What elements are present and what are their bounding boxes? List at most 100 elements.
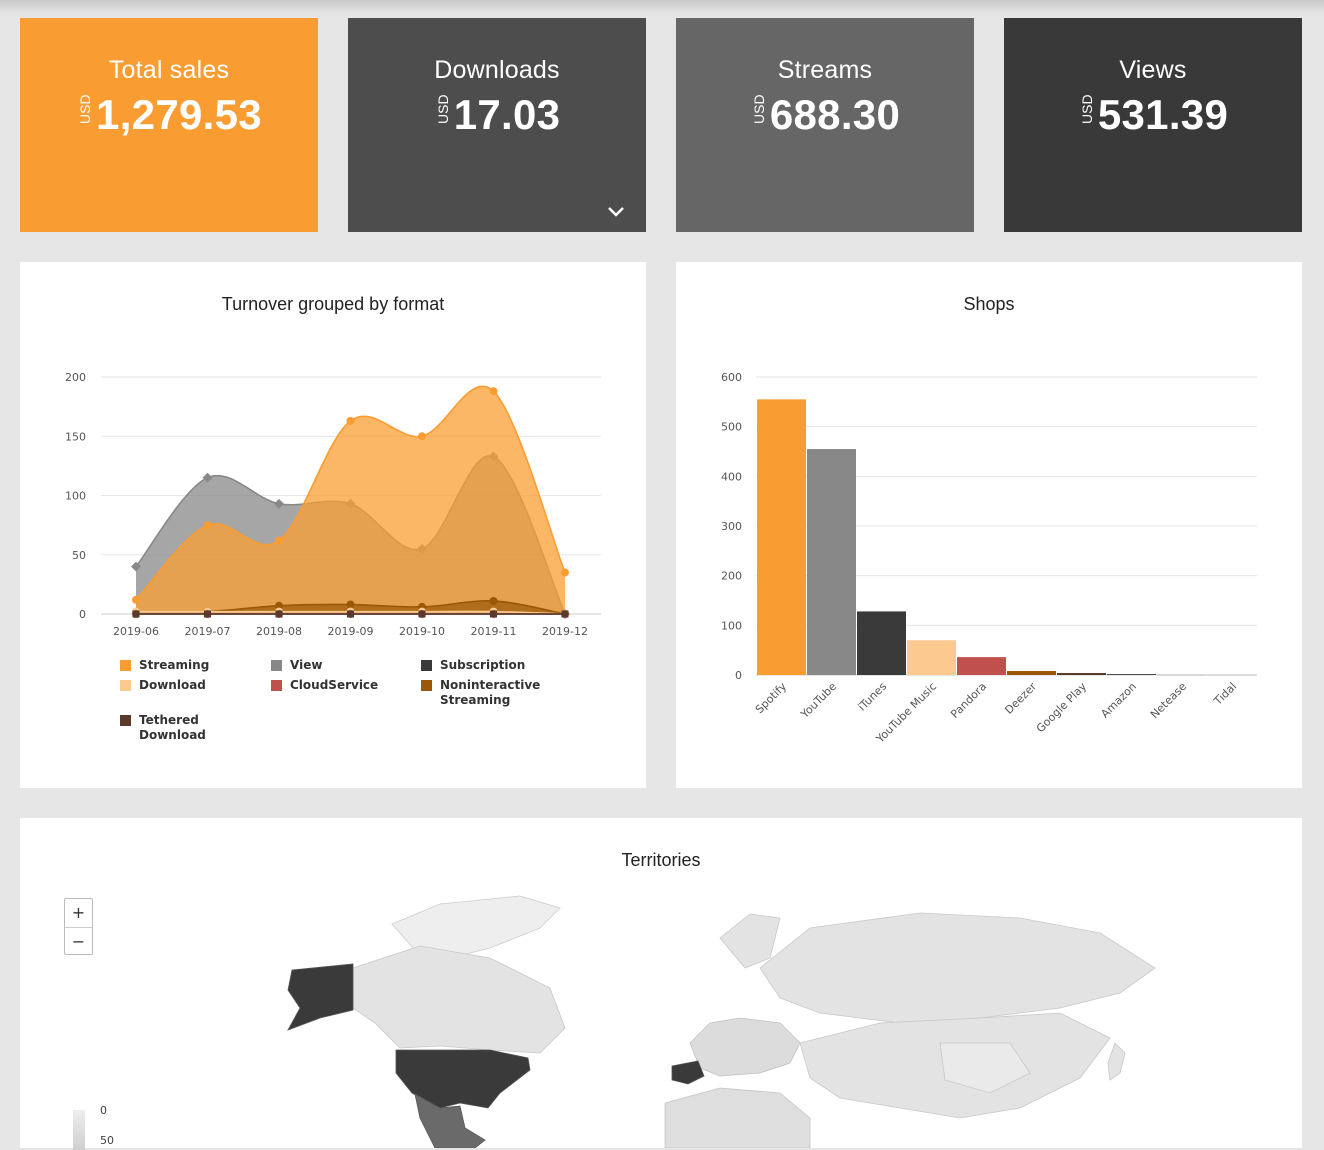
y-tick-label: 400 xyxy=(721,470,742,483)
legend-swatch xyxy=(421,680,432,691)
data-point xyxy=(275,610,283,618)
map-legend-label: 0 xyxy=(100,1104,107,1117)
legend-label: Tethered Download xyxy=(139,713,206,742)
data-point xyxy=(418,610,426,618)
y-tick-label: 100 xyxy=(721,619,742,632)
tile-title: Total sales xyxy=(108,56,230,84)
legend-item[interactable]: Download xyxy=(120,678,206,693)
europe-shape xyxy=(689,1017,801,1077)
data-point xyxy=(275,601,283,610)
data-point xyxy=(274,498,284,509)
chevron-down-icon[interactable] xyxy=(606,204,626,218)
x-tick-label: 2019-06 xyxy=(113,625,159,638)
world-map[interactable] xyxy=(20,818,1302,1148)
legend-swatch xyxy=(120,680,131,691)
x-tick-label: iTunes xyxy=(856,680,890,714)
y-tick-label: 500 xyxy=(721,421,742,434)
x-tick-label: 2019-07 xyxy=(185,625,231,638)
currency-label: USD xyxy=(750,94,767,124)
total-sales-tile[interactable]: Total sales USD 1,279.53 xyxy=(20,18,318,232)
x-tick-label: 2019-08 xyxy=(256,625,302,638)
y-tick-label: 200 xyxy=(65,371,86,384)
streams-value: 688.30 xyxy=(769,91,901,138)
turnover-panel: Turnover grouped by format 0 50 100 150 200 2… xyxy=(20,262,646,788)
legend-label: Streaming xyxy=(139,658,210,672)
legend-label: Download xyxy=(139,678,206,692)
tile-title: Streams xyxy=(777,56,873,84)
y-tick-label: 600 xyxy=(721,371,742,384)
bar xyxy=(1057,673,1106,675)
x-tick-label: YouTube xyxy=(798,680,840,722)
legend-item[interactable]: Subscription xyxy=(421,658,525,673)
x-tick-label: 2019-12 xyxy=(542,625,588,638)
data-point xyxy=(131,561,141,572)
data-point xyxy=(132,595,140,604)
y-tick-label: 50 xyxy=(72,549,86,562)
shops-panel: Shops 0 100 200 300 400 500 600 Spotify YouTube i… xyxy=(676,262,1302,788)
legend-swatch xyxy=(271,680,282,691)
x-tick-label: 2019-09 xyxy=(328,625,374,638)
russia-shape xyxy=(759,912,1156,1024)
legend-swatch xyxy=(421,660,432,671)
canada-shape xyxy=(352,945,566,1054)
zoom-out-button[interactable]: − xyxy=(65,927,92,955)
map-legend-bar xyxy=(73,1110,85,1150)
territories-panel: Territories 0 50 xyxy=(20,818,1302,1150)
data-point xyxy=(561,568,569,577)
total-sales-value: 1,279.53 xyxy=(96,91,262,138)
legend-item[interactable]: Tethered Download xyxy=(120,713,220,743)
scandinavia-shape xyxy=(719,913,781,969)
currency-label: USD xyxy=(1078,94,1095,124)
legend-label: View xyxy=(290,658,323,672)
bar xyxy=(1107,674,1156,675)
legend-swatch xyxy=(120,660,131,671)
y-tick-label: 200 xyxy=(721,570,742,583)
legend-label: Subscription xyxy=(440,658,526,672)
legend-swatch xyxy=(271,660,282,671)
x-tick-label: Amazon xyxy=(1098,680,1139,721)
top-shadow xyxy=(0,0,1324,14)
turnover-chart: 0 50 100 150 200 2019-06 2019-07 2019-08 2019-09… xyxy=(65,371,601,638)
streams-tile[interactable]: Streams USD 688.30 xyxy=(676,18,974,232)
x-tick-label: Deezer xyxy=(1002,680,1039,717)
mexico-shape xyxy=(414,1093,486,1148)
x-tick-label: Pandora xyxy=(948,680,989,721)
legend-label: Noninteractive Streaming xyxy=(440,678,541,707)
bar xyxy=(807,449,856,675)
downloads-value: 17.03 xyxy=(453,91,561,138)
data-point xyxy=(203,521,212,530)
spain-shape xyxy=(671,1060,705,1085)
bar xyxy=(1207,674,1256,676)
legend-item[interactable]: View xyxy=(271,658,322,673)
y-tick-label: 100 xyxy=(65,490,86,503)
x-tick-label: 2019-10 xyxy=(399,625,445,638)
bar xyxy=(1157,674,1206,676)
legend-item[interactable]: CloudService xyxy=(271,678,378,693)
data-point xyxy=(204,610,211,618)
japan-shape xyxy=(1107,1042,1126,1081)
zoom-in-button[interactable]: + xyxy=(71,903,86,922)
data-point xyxy=(346,416,355,425)
y-tick-label: 300 xyxy=(721,520,742,533)
tile-title: Downloads xyxy=(434,56,560,84)
data-point xyxy=(346,600,355,609)
data-point xyxy=(347,610,354,618)
bar xyxy=(757,399,806,675)
views-tile[interactable]: Views USD 531.39 xyxy=(1004,18,1302,232)
data-point xyxy=(490,610,497,618)
legend-item[interactable]: Streaming xyxy=(120,658,209,673)
bar xyxy=(857,611,906,675)
bar xyxy=(1007,671,1056,675)
shops-chart-title: Shops xyxy=(963,294,1015,314)
y-tick-label: 150 xyxy=(65,430,86,443)
currency-label: USD xyxy=(77,94,94,124)
legend-label: CloudService xyxy=(290,678,379,692)
x-tick-label: Netease xyxy=(1148,680,1189,721)
data-point xyxy=(132,610,140,618)
downloads-tile[interactable]: Downloads USD 17.03 xyxy=(348,18,646,232)
china-shape xyxy=(939,1042,1031,1094)
legend-item[interactable]: Noninteractive Streaming xyxy=(421,678,541,708)
data-point xyxy=(489,387,498,396)
x-tick-label: Spotify xyxy=(753,680,790,717)
x-tick-label: Tidal xyxy=(1211,680,1239,708)
